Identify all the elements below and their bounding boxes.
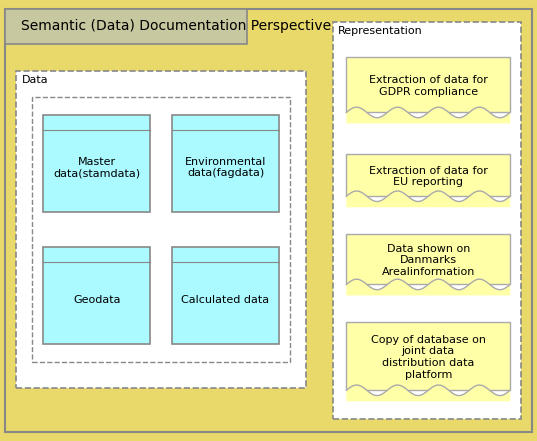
FancyBboxPatch shape xyxy=(346,234,510,284)
FancyBboxPatch shape xyxy=(16,71,306,388)
FancyBboxPatch shape xyxy=(43,247,150,344)
Text: Calculated data: Calculated data xyxy=(182,295,270,305)
Polygon shape xyxy=(346,191,510,207)
Text: Environmental
data(fagdata): Environmental data(fagdata) xyxy=(185,157,266,178)
FancyBboxPatch shape xyxy=(333,22,521,419)
FancyBboxPatch shape xyxy=(32,97,290,362)
Text: Representation: Representation xyxy=(338,26,423,37)
Text: Semantic (Data) Documentation Perspective: Semantic (Data) Documentation Perspectiv… xyxy=(21,19,332,34)
Text: Copy of database on
joint data
distribution data
platform: Copy of database on joint data distribut… xyxy=(371,335,486,380)
FancyBboxPatch shape xyxy=(172,247,279,344)
Polygon shape xyxy=(346,279,510,295)
Text: Geodata: Geodata xyxy=(73,295,120,305)
FancyBboxPatch shape xyxy=(5,9,247,44)
FancyBboxPatch shape xyxy=(346,154,510,196)
FancyBboxPatch shape xyxy=(346,322,510,390)
Text: Data: Data xyxy=(21,75,48,85)
Text: Master
data(stamdata): Master data(stamdata) xyxy=(53,157,140,178)
FancyBboxPatch shape xyxy=(346,57,510,112)
Text: Extraction of data for
GDPR compliance: Extraction of data for GDPR compliance xyxy=(369,75,488,97)
FancyBboxPatch shape xyxy=(172,115,279,212)
Polygon shape xyxy=(346,107,510,123)
Text: Data shown on
Danmarks
Arealinformation: Data shown on Danmarks Arealinformation xyxy=(382,243,475,277)
Polygon shape xyxy=(346,385,510,401)
FancyBboxPatch shape xyxy=(43,115,150,212)
FancyBboxPatch shape xyxy=(5,9,532,432)
Text: Extraction of data for
EU reporting: Extraction of data for EU reporting xyxy=(369,166,488,187)
